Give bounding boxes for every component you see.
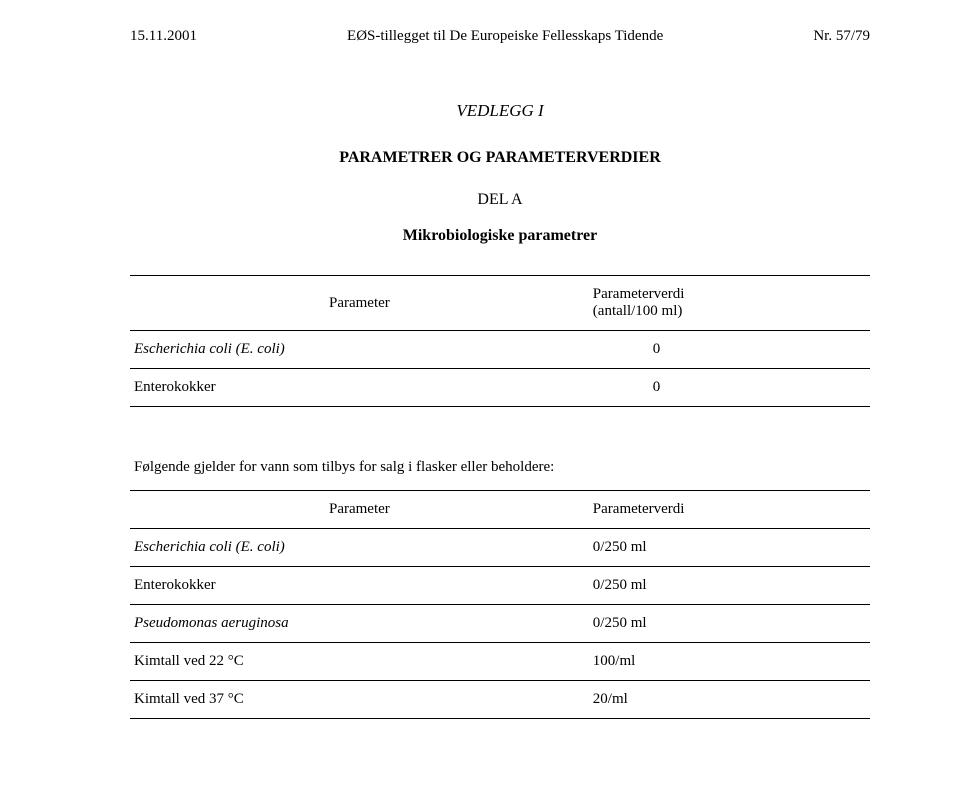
parameter-table-2: Parameter Parameterverdi Escherichia col… [130, 490, 870, 719]
t2-r1-param: Enterokokker [130, 567, 589, 605]
page-header: 15.11.2001 EØS-tillegget til De Europeis… [130, 28, 870, 45]
t2-r2-param: Pseudomonas aeruginosa [130, 605, 589, 643]
annex-label: VEDLEGG I [130, 101, 870, 121]
document-page: 15.11.2001 EØS-tillegget til De Europeis… [0, 0, 960, 800]
t2-r4-param: Kimtall ved 37 °C [130, 681, 589, 719]
t1-r0-value-text: 0 [593, 341, 661, 357]
t1-r1-param: Enterokokker [130, 369, 589, 407]
table-row: Kimtall ved 22 °C 100/ml [130, 643, 870, 681]
t1-header-param: Parameter [130, 276, 589, 331]
spacer [130, 407, 870, 431]
t1-r1-value-text: 0 [593, 379, 661, 395]
t2-r0-param-text: Escherichia coli (E. coli) [134, 539, 285, 555]
t2-r2-value: 0/250 ml [589, 605, 870, 643]
t2-r1-value: 0/250 ml [589, 567, 870, 605]
t2-r2-param-text: Pseudomonas aeruginosa [134, 615, 289, 631]
table-row: Kimtall ved 37 °C 20/ml [130, 681, 870, 719]
t1-r0-param: Escherichia coli (E. coli) [130, 331, 589, 369]
subtitle: Mikrobiologiske parametrer [130, 227, 870, 245]
header-date: 15.11.2001 [130, 28, 197, 45]
section-del-a: DEL A [130, 191, 870, 209]
main-title: PARAMETRER OG PARAMETERVERDIER [130, 149, 870, 167]
header-center: EØS-tillegget til De Europeiske Fellessk… [347, 28, 663, 45]
t2-header-param: Parameter [130, 491, 589, 529]
t1-r1-value: 0 [589, 369, 870, 407]
t1-header-val-line2: (antall/100 ml) [593, 303, 683, 319]
table-row: Enterokokker 0/250 ml [130, 567, 870, 605]
t1-r0-value: 0 [589, 331, 870, 369]
t1-header-val-line1: Parameterverdi [593, 286, 685, 302]
table-row: Escherichia coli (E. coli) 0 [130, 331, 870, 369]
t2-r3-param: Kimtall ved 22 °C [130, 643, 589, 681]
t2-header-val: Parameterverdi [589, 491, 870, 529]
intertext: Følgende gjelder for vann som tilbys for… [134, 459, 870, 476]
table-row: Escherichia coli (E. coli) 0/250 ml [130, 529, 870, 567]
t1-header-val: Parameterverdi (antall/100 ml) [589, 276, 870, 331]
t2-r3-value: 100/ml [589, 643, 870, 681]
table-row: Pseudomonas aeruginosa 0/250 ml [130, 605, 870, 643]
t2-r0-value: 0/250 ml [589, 529, 870, 567]
t2-r4-value: 20/ml [589, 681, 870, 719]
table-row: Enterokokker 0 [130, 369, 870, 407]
t2-r0-param: Escherichia coli (E. coli) [130, 529, 589, 567]
parameter-table-1: Parameter Parameterverdi (antall/100 ml)… [130, 275, 870, 407]
header-pageno: Nr. 57/79 [813, 28, 870, 45]
t1-r0-param-text: Escherichia coli (E. coli) [134, 341, 285, 357]
